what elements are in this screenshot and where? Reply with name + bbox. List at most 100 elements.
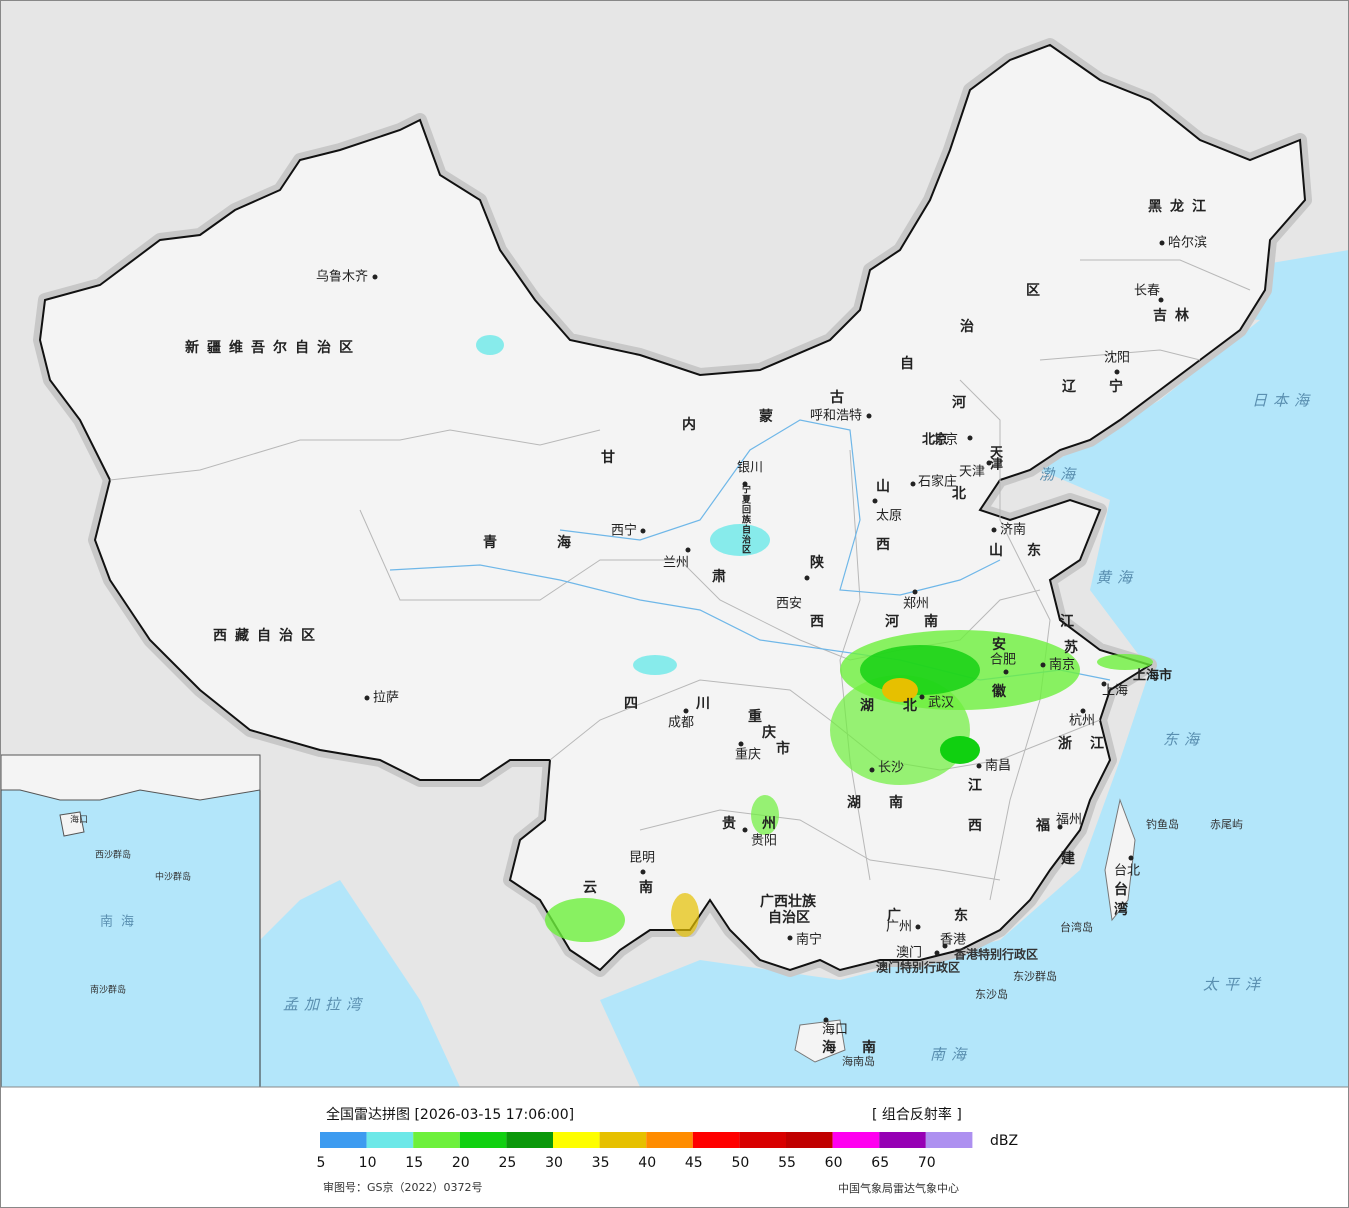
approval-number: 审图号：GS京（2022）0372号	[323, 1180, 483, 1194]
city-dot	[364, 695, 370, 701]
city-dot	[1114, 369, 1120, 375]
place-label: 台北	[1114, 864, 1140, 879]
city-dot	[915, 924, 921, 930]
place-label: 太原	[876, 509, 902, 524]
legend-tick-label: 30	[545, 1155, 563, 1171]
city-dot	[1128, 855, 1134, 861]
city-dot	[976, 763, 982, 769]
place-label: 长春	[1134, 284, 1160, 299]
echo	[882, 678, 918, 702]
legend-tick-label: 25	[498, 1155, 516, 1171]
legend-swatch	[832, 1132, 880, 1148]
city-dot	[823, 1017, 829, 1023]
legend-tick-label: 15	[405, 1155, 423, 1171]
city-dot	[1101, 681, 1107, 687]
inset-land	[0, 754, 261, 801]
place-label: 黑龙江	[1148, 198, 1214, 215]
china-border	[38, 43, 1307, 972]
legend-swatch	[320, 1132, 367, 1148]
taiwan	[1104, 798, 1136, 922]
inset-island	[59, 811, 85, 837]
place-label: 广西壮族自治区	[760, 893, 817, 926]
city-dot	[640, 869, 646, 875]
place-label: 沈阳	[1104, 351, 1130, 366]
legend-tick-label: 5	[317, 1155, 326, 1171]
place-label: 杭州	[1069, 714, 1095, 729]
legend-swatch	[459, 1132, 507, 1148]
place-label: 渤海	[1039, 466, 1081, 484]
place-label: 香港特别行政区	[953, 947, 1038, 962]
city-dot	[1003, 669, 1009, 675]
place-label: 南京	[1049, 657, 1075, 673]
place-label: 西藏自治区	[213, 627, 323, 644]
legend-tick-label: 60	[825, 1155, 843, 1171]
place-label: 天津	[990, 446, 1004, 473]
place-label: 香港	[940, 933, 966, 948]
place-label: 上海	[1102, 684, 1128, 699]
echo	[751, 795, 779, 835]
city-dot	[1040, 662, 1046, 668]
place-label: 台湾岛	[1060, 920, 1093, 934]
legend-title: 全国雷达拼图 [2026-03-15 17:06:00]	[326, 1106, 574, 1123]
legend-unit: dBZ	[990, 1133, 1018, 1149]
agency: 中国气象局雷达气象中心	[838, 1181, 959, 1195]
legend-swatch	[925, 1132, 973, 1148]
place-label: 海口	[70, 814, 88, 826]
legend-tick-label: 45	[685, 1155, 703, 1171]
border	[1039, 259, 1251, 361]
city-dot	[967, 435, 973, 441]
place-label: 济南	[1000, 522, 1026, 538]
legend-tick-label: 10	[359, 1155, 377, 1171]
place-label: 昆明	[629, 851, 655, 866]
place-label: 孟加拉湾	[283, 996, 367, 1014]
place-label: 武汉	[928, 696, 954, 711]
echo	[940, 736, 980, 764]
place-label: 澳门	[896, 945, 922, 961]
echo	[1097, 654, 1153, 670]
city-dot	[991, 527, 997, 533]
legend-swatch	[366, 1132, 414, 1148]
place-label: 东海	[1163, 731, 1205, 749]
legend-product: [ 组合反射率 ]	[872, 1106, 962, 1123]
place-label: 西沙群岛	[95, 849, 131, 861]
place-label: 西宁	[611, 523, 637, 539]
legend-tick-label: 55	[778, 1155, 796, 1171]
city-dot	[872, 498, 878, 504]
place-label: 南昌	[985, 758, 1011, 774]
place-label: 海南岛	[842, 1054, 875, 1068]
place-label: 贵阳	[751, 834, 777, 849]
city-dot	[742, 827, 748, 833]
city-dot	[1080, 708, 1086, 714]
place-label: 南沙群岛	[90, 984, 126, 996]
city-dot	[804, 575, 810, 581]
border	[639, 809, 1001, 881]
legend-swatch	[786, 1132, 833, 1148]
place-label: 郑州	[903, 597, 929, 612]
legend-tick-label: 40	[638, 1155, 656, 1171]
place-label: 黄海	[1096, 569, 1138, 587]
legend-swatch	[553, 1132, 600, 1148]
place-label: 宁夏回族自治区	[741, 484, 752, 556]
legend-swatch	[413, 1132, 460, 1148]
inset-frame	[0, 754, 261, 1088]
place-label: 太平洋	[1203, 976, 1266, 994]
legend-tick-label: 20	[452, 1155, 470, 1171]
place-label: 吉林	[1153, 307, 1197, 324]
echo	[545, 898, 625, 942]
place-label: 长沙	[878, 761, 904, 776]
place-label: 哈尔滨	[1168, 235, 1207, 251]
place-label: 新疆维吾尔自治区	[185, 339, 361, 356]
city-dot	[738, 741, 744, 747]
legend-tick-label: 65	[871, 1155, 889, 1171]
place-label: 北京	[932, 433, 958, 448]
city-dot	[912, 589, 918, 595]
place-label: 日本海	[1252, 392, 1315, 410]
border	[959, 379, 1051, 901]
place-label: 合肥	[990, 653, 1016, 668]
legend-swatch	[879, 1132, 926, 1148]
place-label: 澳门特别行政区	[876, 960, 960, 975]
legend-swatch	[739, 1132, 786, 1148]
city-dot	[942, 943, 948, 949]
place-label: 赤尾屿	[1210, 818, 1243, 831]
echo	[633, 655, 677, 675]
